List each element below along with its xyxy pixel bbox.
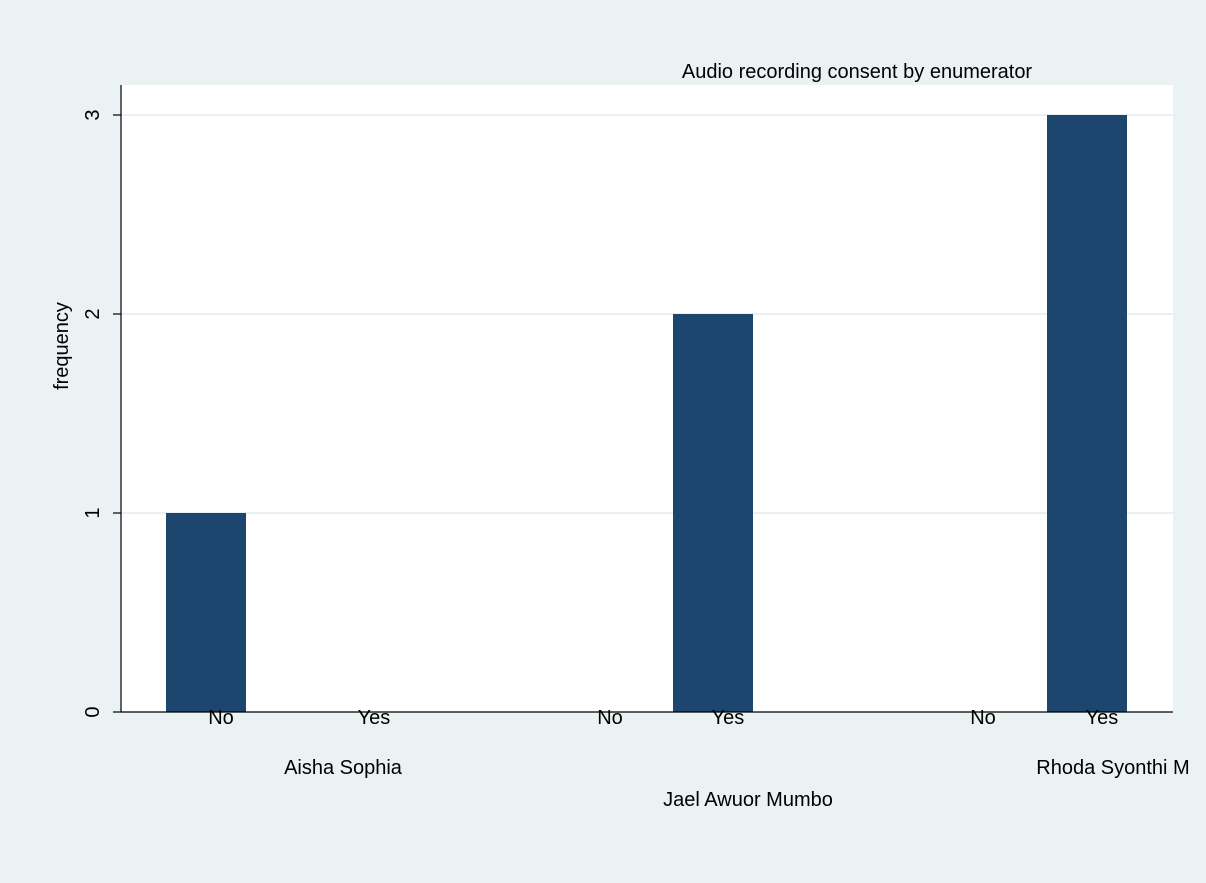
group-label: Aisha Sophia (284, 757, 403, 779)
category-label: No (970, 707, 996, 729)
y-tick-label: 0 (82, 706, 104, 717)
group-label: Jael Awuor Mumbo (663, 789, 833, 811)
category-label: No (597, 707, 623, 729)
y-tick-label: 1 (82, 507, 104, 518)
category-label: Yes (712, 707, 745, 729)
chart-title: Audio recording consent by enumerator (682, 61, 1033, 83)
y-axis-label: frequency (51, 302, 73, 390)
group-label: Rhoda Syonthi M (1036, 757, 1189, 779)
bar (1047, 115, 1127, 712)
y-tick-label: 2 (82, 308, 104, 319)
plot-area (121, 85, 1173, 712)
bar (673, 314, 753, 712)
y-tick-label: 3 (82, 109, 104, 120)
category-label: No (208, 707, 234, 729)
category-label: Yes (358, 707, 391, 729)
bar (166, 513, 246, 712)
category-label: Yes (1086, 707, 1119, 729)
